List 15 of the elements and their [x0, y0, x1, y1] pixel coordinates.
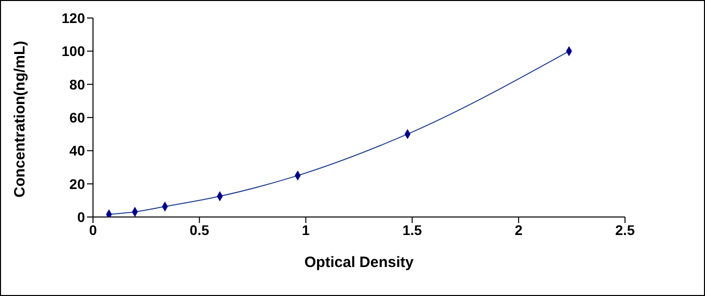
x-tick-label: 0 — [89, 222, 98, 238]
y-tick-label: 100 — [62, 43, 86, 60]
x-tick-label: 2.5 — [615, 222, 635, 238]
y-tick-label: 20 — [69, 176, 86, 192]
y-tick-label: 60 — [69, 109, 86, 126]
x-tick-label: 1.5 — [402, 222, 422, 238]
y-tick-label: 40 — [69, 142, 86, 159]
x-tick-label: 2 — [514, 222, 523, 238]
x-axis-title: Optical Density — [304, 254, 414, 271]
y-axis-title: Concentration(ng/mL) — [11, 40, 28, 198]
y-tick-label: 0 — [77, 208, 86, 225]
x-tick-label: 1 — [302, 222, 310, 238]
x-tick-label: 0.5 — [190, 222, 210, 238]
y-tick-label: 80 — [69, 76, 86, 92]
y-tick-label: 120 — [62, 10, 86, 26]
